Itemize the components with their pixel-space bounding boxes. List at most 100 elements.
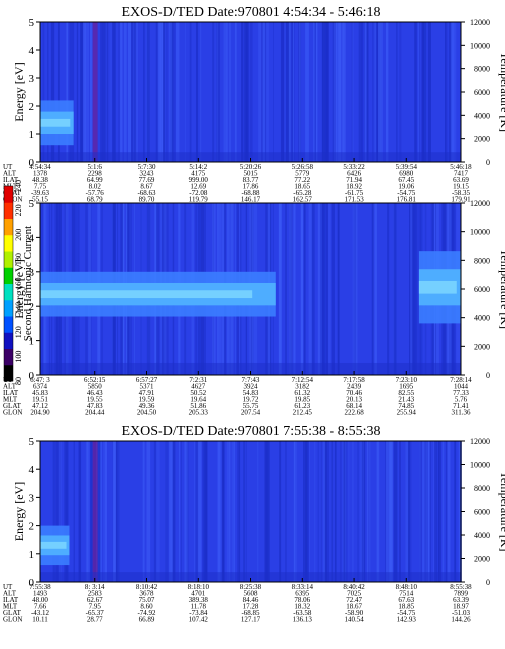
stripe bbox=[155, 22, 157, 162]
stripe bbox=[279, 441, 282, 582]
table-cell: 5608 bbox=[244, 590, 259, 598]
colorbar-segment bbox=[4, 202, 13, 219]
stripe bbox=[325, 22, 328, 162]
table-cell: 47.83 bbox=[87, 402, 103, 410]
table-cell: -51.03 bbox=[452, 609, 471, 617]
table-cell: 54.83 bbox=[243, 389, 259, 397]
stripe bbox=[293, 203, 296, 375]
table-cell: 4627 bbox=[191, 383, 206, 391]
stripe bbox=[203, 441, 208, 582]
y-tick-label: 0 bbox=[29, 370, 35, 382]
y2-tick-label: 10000 bbox=[470, 228, 490, 237]
stripe bbox=[387, 203, 390, 375]
stripe bbox=[399, 441, 401, 582]
stripe bbox=[419, 441, 421, 582]
table-cell: -68.85 bbox=[241, 609, 260, 617]
y2-tick-label: 4000 bbox=[474, 314, 490, 323]
y2-axis-label: Temperature [K] bbox=[498, 249, 505, 329]
y-tick-label: 1 bbox=[29, 336, 35, 348]
y-tick-label: 1 bbox=[29, 549, 35, 561]
stripe bbox=[342, 22, 345, 162]
stripe bbox=[373, 203, 375, 375]
table-cell: 45.83 bbox=[32, 389, 48, 397]
stripe bbox=[265, 22, 269, 162]
stripe bbox=[58, 441, 62, 582]
stripe bbox=[422, 441, 426, 582]
stripe bbox=[172, 441, 176, 582]
stripe bbox=[273, 22, 274, 162]
stripe bbox=[378, 22, 382, 162]
stripe bbox=[339, 441, 342, 582]
panel-2: EXOS-D/TED Date:970801 6:47: 3 - 7:28:14… bbox=[3, 198, 505, 417]
table-cell: 7:7:43 bbox=[242, 376, 260, 384]
table-cell: 8:40:42 bbox=[343, 583, 365, 591]
colorbar-segment bbox=[4, 299, 13, 317]
table-cell: 74.85 bbox=[398, 402, 414, 410]
table-cell: 176.81 bbox=[397, 196, 417, 204]
table-cell: 61.23 bbox=[294, 402, 310, 410]
stripe bbox=[244, 441, 246, 582]
stripe bbox=[78, 441, 81, 582]
stripe bbox=[320, 441, 322, 582]
enhancement-peak bbox=[40, 290, 253, 299]
table-cell: -54.75 bbox=[397, 609, 416, 617]
colorbar-segment bbox=[4, 332, 13, 349]
y2-tick-label: 2000 bbox=[474, 555, 490, 564]
stripe bbox=[289, 203, 293, 375]
stripe bbox=[388, 441, 393, 582]
stripe bbox=[285, 22, 290, 162]
purple-stripe bbox=[92, 441, 98, 582]
stripe bbox=[414, 22, 417, 162]
table-cell: 17.28 bbox=[243, 603, 259, 611]
stripe bbox=[314, 441, 316, 582]
table-cell: 6426 bbox=[347, 170, 362, 178]
stripe bbox=[292, 22, 295, 162]
stripe bbox=[243, 441, 245, 582]
stripe bbox=[427, 441, 430, 582]
y2-tick-label: 12000 bbox=[470, 437, 490, 446]
y-tick-label: 0 bbox=[29, 157, 35, 169]
table-row-label: ILAT bbox=[3, 176, 19, 184]
y-tick-label: 4 bbox=[29, 45, 35, 57]
table-cell: 18.85 bbox=[398, 603, 414, 611]
stripe bbox=[296, 441, 298, 582]
table-cell: 311.36 bbox=[452, 409, 471, 417]
table-cell: 11.78 bbox=[191, 603, 207, 611]
table-cell: 6980 bbox=[399, 170, 414, 178]
table-cell: 18.92 bbox=[346, 183, 362, 191]
stripe bbox=[324, 441, 328, 582]
enhancement-peak bbox=[418, 280, 457, 294]
stripe bbox=[231, 441, 236, 582]
stripe bbox=[216, 22, 220, 162]
table-cell: 8:18:10 bbox=[188, 583, 210, 591]
table-cell: 140.54 bbox=[344, 616, 364, 624]
table-row-label: MLT bbox=[3, 603, 18, 611]
table-cell: 84.46 bbox=[243, 596, 259, 604]
stripe bbox=[84, 22, 86, 162]
stripe bbox=[419, 441, 422, 582]
table-cell: 28.77 bbox=[87, 616, 103, 624]
stripe bbox=[265, 441, 268, 582]
stripe bbox=[42, 22, 45, 162]
low-energy-band bbox=[40, 572, 461, 582]
stripe bbox=[227, 22, 228, 162]
stripe bbox=[216, 22, 219, 162]
colorbar-segment bbox=[4, 364, 13, 382]
table-cell: -72.08 bbox=[189, 189, 208, 197]
stripe bbox=[326, 22, 329, 162]
low-energy-band bbox=[40, 362, 461, 375]
y-axis-label: Energy [eV] bbox=[12, 482, 26, 541]
y2-tick-label: 12000 bbox=[470, 18, 490, 27]
colorbar-tick-label: 100 bbox=[14, 351, 23, 363]
stripe bbox=[134, 22, 139, 162]
table-row-label: GLAT bbox=[3, 609, 22, 617]
table-cell: 71.41 bbox=[453, 402, 469, 410]
stripe bbox=[194, 441, 196, 582]
table-cell: 17.86 bbox=[243, 183, 259, 191]
table-cell: 64.99 bbox=[87, 176, 103, 184]
stripe bbox=[238, 441, 241, 582]
stripe bbox=[293, 441, 296, 582]
table-cell: 142.93 bbox=[397, 616, 417, 624]
stripe bbox=[326, 203, 329, 375]
table-cell: 47.91 bbox=[139, 389, 155, 397]
